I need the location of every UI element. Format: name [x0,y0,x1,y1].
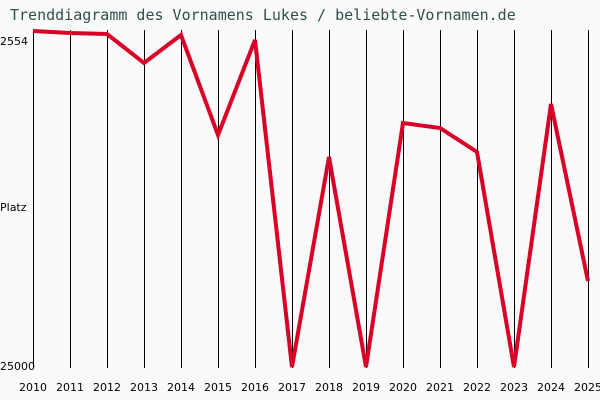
x-tick-label: 2022 [463,381,491,394]
x-tick-label: 2010 [19,381,47,394]
x-tick-label: 2016 [241,381,269,394]
chart-title: Trenddiagramm des Vornamens Lukes / beli… [10,6,516,24]
x-tick-label: 2011 [56,381,84,394]
y-axis-label: Platz [0,201,27,214]
x-tick-label: 2017 [278,381,306,394]
x-tick-label: 2024 [537,381,565,394]
x-tick-label: 2023 [500,381,528,394]
x-tick-label: 2021 [426,381,454,394]
x-tick-label: 2020 [389,381,417,394]
x-tick-label: 2025 [574,381,600,394]
x-tick-label: 2015 [204,381,232,394]
x-tick-label: 2012 [93,381,121,394]
x-tick-label: 2014 [167,381,195,394]
x-tick-label: 2018 [315,381,343,394]
x-tick-label: 2013 [130,381,158,394]
x-tick-label: 2019 [352,381,380,394]
y-bottom-label: 25000 [0,360,35,373]
trend-line [32,29,590,368]
y-top-label: 2554 [0,35,28,48]
